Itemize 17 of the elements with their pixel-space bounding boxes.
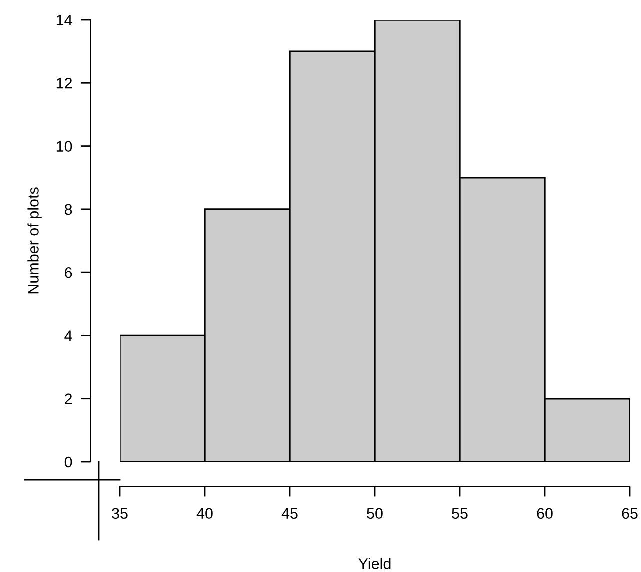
x-tick-label: 60 <box>537 508 553 520</box>
y-tick-label: 0 <box>64 456 72 468</box>
x-tick-label: 35 <box>112 508 128 520</box>
y-tick-label: 2 <box>65 394 72 404</box>
y-tick-label: 12 <box>56 78 72 89</box>
x-tick-label: 50 <box>367 508 383 520</box>
y-tick-label: 10 <box>56 141 72 152</box>
x-tick-label: 45 <box>282 508 298 520</box>
y-axis-title: Number of plots <box>28 188 42 294</box>
y-tick-label: 4 <box>64 330 72 342</box>
y-tick-label: 14 <box>56 15 72 26</box>
x-tick-label: 40 <box>196 508 213 520</box>
y-tick-label: 8 <box>64 204 72 216</box>
x-tick-label: 65 <box>622 508 638 520</box>
x-axis-title: Yield <box>358 558 391 570</box>
y-tick-label: 6 <box>65 267 72 278</box>
x-tick-label: 55 <box>452 508 468 520</box>
